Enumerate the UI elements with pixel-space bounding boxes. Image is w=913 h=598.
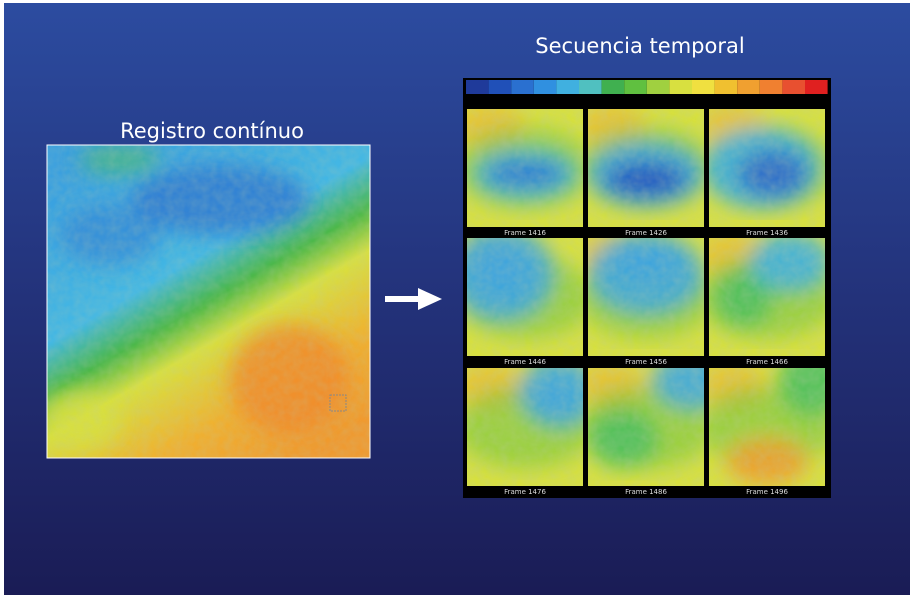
colorbar-cell xyxy=(737,80,760,94)
frame-tile: Frame 1446 xyxy=(450,226,595,366)
tile-noise xyxy=(467,368,583,486)
colorbar-cell xyxy=(624,80,647,94)
tile-noise xyxy=(588,238,704,356)
tile-content xyxy=(450,226,595,356)
frame-label: Frame 1456 xyxy=(625,358,667,366)
tile-noise xyxy=(467,238,583,356)
frame-tile: Frame 1416 xyxy=(455,103,594,237)
frame-tile: Frame 1456 xyxy=(576,232,715,366)
colorbar-cell xyxy=(602,80,625,94)
colorbar-cell xyxy=(669,80,692,94)
frame-label: Frame 1486 xyxy=(625,488,667,496)
tile-noise xyxy=(709,238,825,356)
frame-label: Frame 1446 xyxy=(504,358,546,366)
frame-label: Frame 1466 xyxy=(746,358,788,366)
left-title: Registro contínuo xyxy=(120,119,304,143)
tile-content xyxy=(576,103,715,227)
colorbar-cell xyxy=(556,80,579,94)
colorbar-cell xyxy=(579,80,602,94)
tile-noise xyxy=(467,109,583,227)
colorbar-cell xyxy=(511,80,534,94)
frame-label: Frame 1476 xyxy=(504,488,546,496)
colorbar xyxy=(466,80,828,94)
tile-noise xyxy=(709,109,825,227)
tiles: Frame 1416 Frame 1426 Frame 1436 Frame 1446… xyxy=(450,103,849,496)
tile-content xyxy=(576,232,715,356)
frame-tile: Frame 1466 xyxy=(697,232,836,366)
tile-content xyxy=(697,232,836,356)
frame-tile: Frame 1476 xyxy=(455,356,600,496)
main-map xyxy=(40,145,370,458)
colorbar-cell xyxy=(534,80,557,94)
tile-content xyxy=(697,103,836,227)
frame-tile: Frame 1436 xyxy=(697,103,836,237)
colorbar-cell xyxy=(489,80,512,94)
colorbar-cell xyxy=(805,80,828,94)
colorbar-cell xyxy=(647,80,670,94)
slide: Registro contínuo Secuencia temporal Fra… xyxy=(0,0,913,598)
colorbar-cell xyxy=(760,80,783,94)
colorbar-cell xyxy=(692,80,715,94)
tile-noise xyxy=(709,368,825,486)
tile-noise xyxy=(588,109,704,227)
colorbar-cell xyxy=(715,80,738,94)
tile-noise xyxy=(588,368,704,486)
frame-label: Frame 1416 xyxy=(504,229,546,237)
tile-content xyxy=(455,356,600,486)
frame-label: Frame 1436 xyxy=(746,229,788,237)
frame-label: Frame 1426 xyxy=(625,229,667,237)
colorbar-cell xyxy=(782,80,805,94)
colorbar-cell xyxy=(466,80,489,94)
frame-label: Frame 1496 xyxy=(746,488,788,496)
tile-content xyxy=(455,103,594,227)
frame-tile: Frame 1426 xyxy=(576,103,715,237)
right-title: Secuencia temporal xyxy=(535,34,744,58)
